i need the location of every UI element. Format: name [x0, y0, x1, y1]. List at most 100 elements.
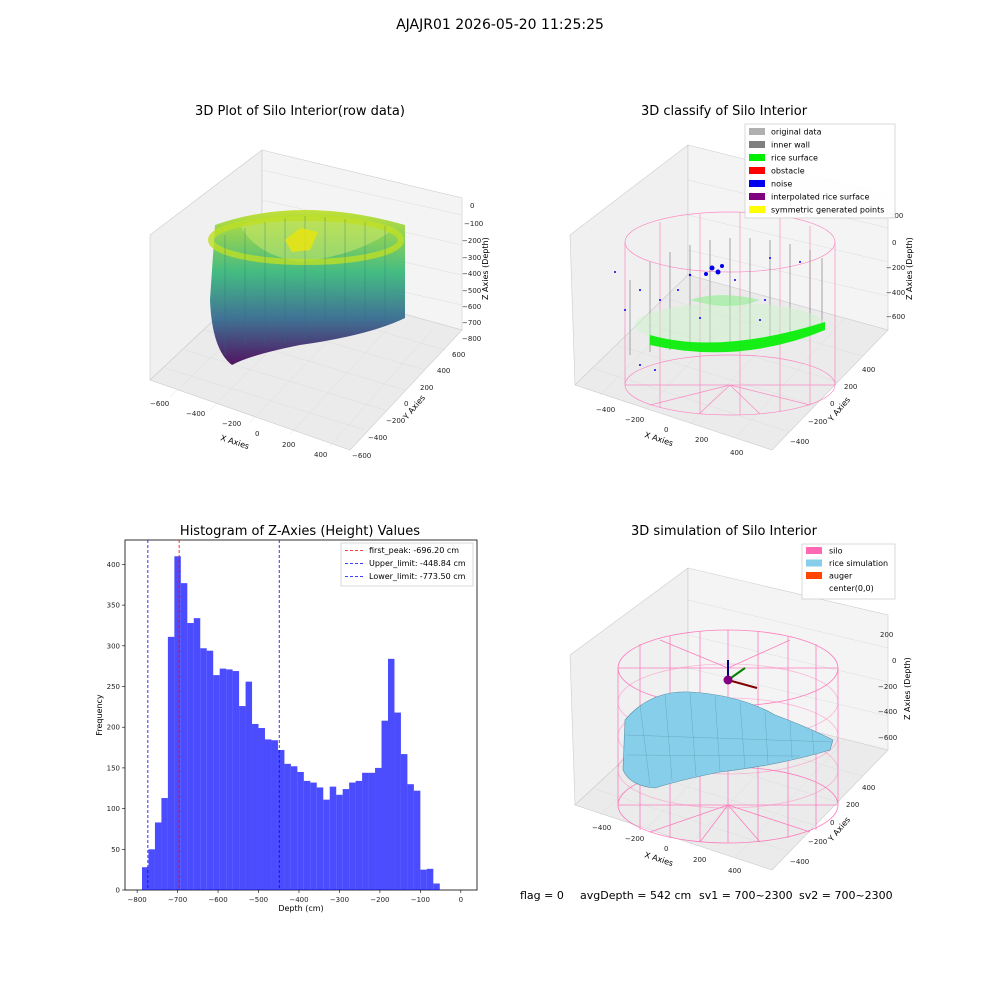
simulation-legend-label: silo — [829, 547, 843, 556]
simulation-3d-axes: −400 −200 0 200 400 400 200 0 −200 −400 … — [569, 567, 912, 875]
classify-ytick: 0 — [830, 400, 834, 408]
simulation-ztick: −200 — [878, 683, 897, 691]
raw-ytick: −200 — [386, 417, 405, 425]
histogram-xtick-label: −400 — [289, 896, 308, 904]
histogram-bar — [310, 782, 317, 890]
simulation-legend: silo rice simulation auger center(0,0) — [801, 543, 896, 600]
histogram-legend-label: first_peak: -696.20 cm — [369, 546, 459, 555]
histogram-ylabel: Frequency — [95, 694, 104, 736]
simulation-xtick: 200 — [693, 856, 706, 864]
raw-ztick: −200 — [462, 237, 481, 245]
simulation-ztick: −400 — [878, 708, 897, 716]
raw-ytick: 0 — [404, 400, 408, 408]
histogram-legend-label: Lower_limit: -773.50 cm — [369, 572, 466, 581]
histogram-bar — [271, 740, 278, 890]
classify-legend-swatch — [749, 193, 765, 200]
classify-xtick: 200 — [695, 436, 708, 444]
histogram-xtick-label: −700 — [168, 896, 187, 904]
simulation-plot-title: 3D simulation of Silo Interior — [631, 524, 817, 539]
histogram-bar — [232, 671, 240, 890]
histogram-bar — [187, 623, 194, 890]
simulation-legend-swatch — [806, 572, 822, 579]
simulation-ytick: −200 — [808, 838, 827, 846]
raw-xtick: −400 — [186, 410, 205, 418]
classify-ztick: −400 — [886, 289, 905, 297]
raw-ztick: −800 — [462, 335, 481, 343]
histogram-bar — [368, 772, 376, 890]
simulation-ytick: 200 — [846, 801, 859, 809]
classify-ztick: −600 — [886, 313, 905, 321]
raw-xtick: −600 — [150, 400, 169, 408]
classify-zlabel: Z Axies (Depth) — [905, 237, 914, 300]
classify-xtick: −400 — [596, 406, 615, 414]
histogram-bar — [200, 648, 207, 890]
simulation-xtick: −400 — [592, 824, 611, 832]
classify-ytick: 400 — [862, 366, 875, 374]
sv1-status: sv1 = 700~2300 — [699, 889, 793, 902]
histogram-bar — [355, 780, 363, 890]
histogram-ytick-label: 300 — [107, 642, 120, 650]
histogram-bar — [258, 728, 265, 890]
simulation-ytick: 400 — [862, 784, 875, 792]
simulation-xlabel: X Axies — [643, 850, 674, 868]
classify-legend-swatch — [749, 154, 765, 161]
simulation-xtick: 0 — [664, 845, 668, 853]
histogram-bar — [381, 720, 388, 890]
auger-axes-glyph — [723, 660, 758, 689]
rice-simulation-surface — [622, 691, 834, 789]
histogram-bar — [239, 706, 246, 890]
histogram-bar — [219, 668, 227, 890]
classify-legend-label: symmetric generated points — [771, 206, 884, 215]
classify-legend-swatch — [749, 206, 765, 213]
histogram-bar — [342, 789, 350, 890]
histogram-bar — [154, 822, 162, 890]
classify-legend-label: rice surface — [771, 154, 818, 163]
classify-legend-label: interpolated rice surface — [771, 193, 869, 202]
raw-xtick: 200 — [282, 441, 295, 449]
histogram-bar — [433, 883, 440, 890]
histogram-xtick-label: −300 — [330, 896, 349, 904]
histogram-ytick-label: 400 — [107, 561, 120, 569]
simulation-legend-label: rice simulation — [829, 559, 888, 568]
classify-ztick: −200 — [886, 264, 905, 272]
histogram-bar — [349, 782, 356, 890]
histogram-ytick-label: 50 — [111, 846, 120, 854]
classify-xlabel: X Axies — [643, 430, 674, 448]
classify-ztick: 200 — [890, 212, 903, 220]
classify-ztick: 0 — [892, 239, 896, 247]
histogram-title: Histogram of Z-Axies (Height) Values — [179, 524, 421, 539]
raw-ztick: −600 — [462, 303, 481, 311]
histogram-bar — [213, 675, 220, 890]
raw-ytick: 400 — [437, 367, 450, 375]
raw-ytick: −400 — [368, 434, 387, 442]
histogram-axes: −800 −700 −600 −500 −400 −300 −200 −100 0 0 50 100… — [95, 539, 478, 913]
histogram-bar — [226, 669, 233, 890]
histogram-xtick-label: −100 — [411, 896, 430, 904]
histogram-bar — [290, 766, 298, 890]
classify-legend: original data inner wall rice surface obsta… — [744, 123, 896, 219]
histogram-bar — [407, 784, 414, 890]
histogram-bar — [323, 799, 330, 890]
histogram-bar — [252, 723, 259, 890]
histogram-bar — [193, 618, 201, 890]
histogram-legend-label: Upper_limit: -448.84 cm — [369, 559, 466, 568]
histogram-bar — [297, 771, 304, 890]
classify-plot-title: 3D classify of Silo Interior — [640, 104, 808, 119]
classify-legend-swatch — [749, 180, 765, 187]
raw-xtick: 0 — [255, 430, 259, 438]
histogram-bar — [400, 754, 408, 890]
histogram-ytick-label: 200 — [107, 724, 120, 732]
histogram-bar — [148, 849, 155, 890]
histogram-xtick-label: −500 — [249, 896, 268, 904]
raw-ztick: −300 — [462, 254, 481, 262]
raw-ytick: −600 — [352, 452, 371, 460]
simulation-ztick: −600 — [878, 734, 897, 742]
raw-ztick: −100 — [464, 220, 483, 228]
histogram-bar — [141, 867, 149, 890]
histogram-ytick-label: 350 — [107, 602, 120, 610]
histogram-bar — [375, 767, 382, 890]
histogram-bar — [174, 556, 181, 890]
classify-xtick: −200 — [625, 416, 644, 424]
classify-ytick: 200 — [844, 383, 857, 391]
histogram-bar — [413, 790, 421, 890]
